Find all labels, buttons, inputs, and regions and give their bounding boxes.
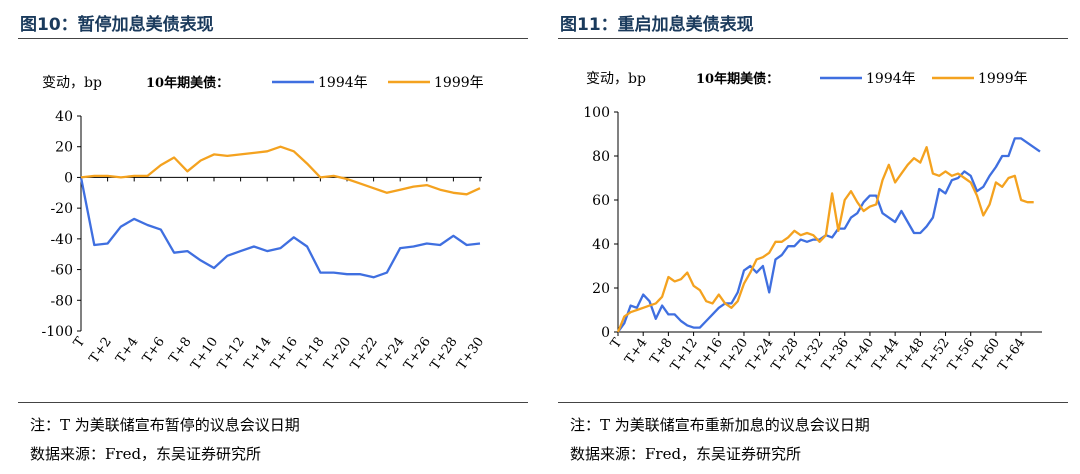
x-tick-label: T+20 <box>321 335 354 373</box>
series-line-1999 <box>616 146 1034 333</box>
figure-title: 图10：暂停加息美债表现 <box>20 15 214 35</box>
y-axis-title: 变动，bp <box>586 71 646 87</box>
figure-note: 注：T 为美联储宣布暂停的议息会议日期 <box>30 416 300 434</box>
y-tick-label: -40 <box>50 232 73 248</box>
left-panel: 图10：暂停加息美债表现 变动，bp 10年期美债： 1994年 1999年 40 20 0… <box>18 0 528 474</box>
x-tick-label: T+16 <box>268 335 301 373</box>
y-tick-label: -80 <box>50 293 73 309</box>
x-tick-label: T+4 <box>113 335 141 366</box>
y-tick-label: 0 <box>601 325 610 341</box>
legend-title: 10年期美债： <box>146 75 229 91</box>
y-tick-label: 20 <box>592 281 610 297</box>
x-tick-label: T+14 <box>241 335 274 373</box>
x-tick-label: T+24 <box>374 335 407 373</box>
legend-label-1994: 1994年 <box>866 71 916 87</box>
x-tick-label: T+28 <box>428 335 461 373</box>
x-tick-label: T <box>71 334 88 350</box>
bottom-rule <box>558 402 1068 403</box>
legend-label-1999: 1999年 <box>978 71 1028 87</box>
figure-source: 数据来源：Fred，东吴证券研究所 <box>30 445 262 463</box>
chart-pause-hike: 变动，bp 10年期美债： 1994年 1999年 40 20 0 -20 -40 -60 -80 -… <box>42 75 488 373</box>
x-tick-label: T+12 <box>215 335 248 373</box>
figure-title: 图11：重启加息美债表现 <box>560 15 754 35</box>
series-line-1994 <box>617 137 1041 333</box>
x-tick-label: T+22 <box>348 335 381 373</box>
bottom-rule <box>18 402 528 403</box>
x-tick-label: T+2 <box>87 335 115 366</box>
x-tick-label: T+6 <box>140 335 168 366</box>
y-tick-label: 40 <box>55 109 73 125</box>
series-line-1999 <box>80 145 481 196</box>
figure-note: 注：T 为美联储宣布重新加息的议息会议日期 <box>570 416 870 434</box>
y-tick-label: 100 <box>583 105 610 121</box>
right-panel: 图11：重启加息美债表现 变动，bp 10年期美债： 1994年 1999年 100 80… <box>558 0 1068 474</box>
y-tick-label: 20 <box>55 140 73 156</box>
top-rule <box>558 38 1068 39</box>
figure-source: 数据来源：Fred，东吴证券研究所 <box>570 445 802 463</box>
y-tick-label: 0 <box>64 170 73 186</box>
y-tick-label: -20 <box>50 201 73 217</box>
x-tick-label: T+4 <box>622 336 650 367</box>
x-tick-label: T+10 <box>188 335 221 373</box>
top-rule <box>18 38 528 39</box>
x-tick-label: T+18 <box>295 335 328 373</box>
y-axis-title: 变动，bp <box>42 75 102 91</box>
series-line-1994 <box>79 177 481 279</box>
chart-restart-hike: 变动，bp 10年期美债： 1994年 1999年 100 80 60 40 20 0TT+4 T+… <box>583 71 1042 374</box>
x-tick-label: T+64 <box>995 336 1028 374</box>
y-tick-label: 40 <box>592 237 610 253</box>
x-tick-label: T <box>608 335 625 351</box>
legend-title: 10年期美债： <box>696 71 779 87</box>
x-tick-label: T+30 <box>454 335 487 373</box>
x-tick-label: T+26 <box>401 335 434 373</box>
legend-label-1999: 1999年 <box>434 75 484 91</box>
legend-label-1994: 1994年 <box>318 75 368 91</box>
y-tick-label: 80 <box>592 149 610 165</box>
y-tick-label: -100 <box>42 324 73 340</box>
y-tick-label: 60 <box>592 193 610 209</box>
y-tick-label: -60 <box>50 263 73 279</box>
